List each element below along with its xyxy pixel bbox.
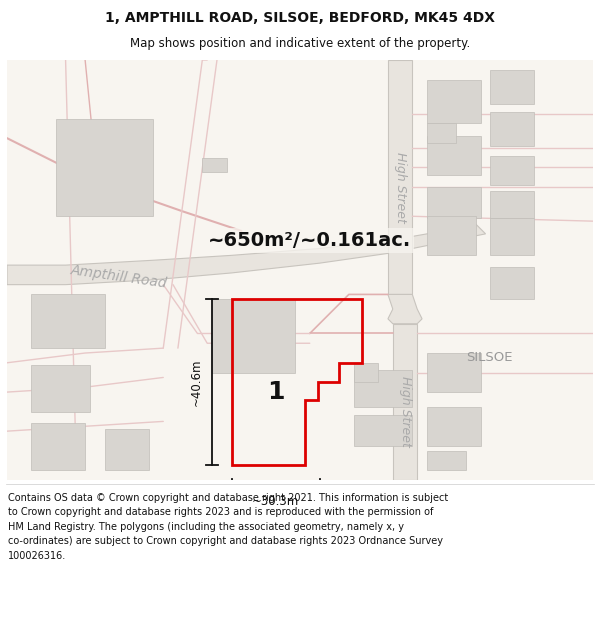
Bar [354, 369, 412, 407]
Bar [427, 79, 481, 124]
Bar [490, 218, 535, 256]
Text: 1, AMPTHILL ROAD, SILSOE, BEDFORD, MK45 4DX: 1, AMPTHILL ROAD, SILSOE, BEDFORD, MK45 … [105, 11, 495, 25]
Bar [490, 191, 535, 218]
Text: ~650m²/~0.161ac.: ~650m²/~0.161ac. [208, 231, 412, 250]
Bar [427, 216, 476, 256]
Bar [490, 70, 535, 104]
Bar [388, 60, 412, 294]
Text: Contains OS data © Crown copyright and database right 2021. This information is : Contains OS data © Crown copyright and d… [8, 493, 448, 561]
Bar [427, 187, 481, 218]
Bar [31, 365, 90, 412]
Bar [31, 294, 104, 348]
Text: ~30.3m: ~30.3m [252, 494, 299, 508]
Bar [427, 353, 481, 392]
Bar [202, 158, 227, 172]
Text: Map shows position and indicative extent of the property.: Map shows position and indicative extent… [130, 38, 470, 50]
Bar [427, 124, 456, 143]
Text: Ampthill Road: Ampthill Road [70, 263, 169, 291]
Text: 1: 1 [267, 380, 284, 404]
Polygon shape [388, 294, 422, 324]
Bar [427, 451, 466, 470]
Bar [490, 156, 535, 185]
Text: SILSOE: SILSOE [466, 351, 512, 364]
Text: ~40.6m: ~40.6m [190, 359, 202, 406]
Text: High Street: High Street [399, 376, 412, 447]
Bar [354, 362, 378, 382]
Bar [31, 423, 85, 470]
Bar [56, 119, 154, 216]
Text: High Street: High Street [394, 151, 407, 222]
Bar [490, 267, 535, 299]
Bar [212, 299, 295, 372]
Bar [354, 414, 412, 446]
Polygon shape [7, 224, 485, 284]
Bar [490, 112, 535, 146]
Bar [427, 407, 481, 446]
Bar [104, 429, 149, 470]
Bar [427, 136, 481, 175]
Bar [393, 324, 417, 480]
